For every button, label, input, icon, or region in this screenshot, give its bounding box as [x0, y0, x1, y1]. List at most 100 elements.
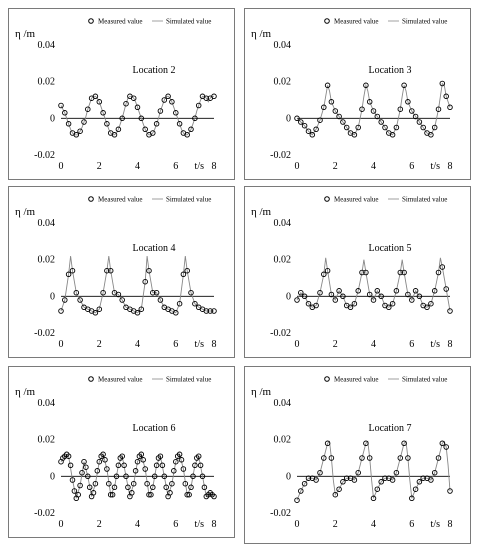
x-tick-label: 6: [173, 161, 178, 172]
chart-title: Location 4: [132, 243, 175, 254]
measured-data-point: [157, 297, 164, 303]
measured-data-point: [428, 132, 434, 138]
measured-data-point: [324, 267, 331, 274]
measured-data-point: [340, 479, 346, 485]
measured-data-point: [405, 291, 411, 298]
x-tick-label: 8: [212, 161, 217, 172]
measured-data-point: [343, 124, 350, 131]
y-tick-label: 0: [50, 471, 55, 482]
y-tick-label: 0: [50, 291, 55, 302]
measured-data-point: [129, 490, 135, 496]
x-axis-label: t/s: [431, 161, 441, 172]
measured-data-point: [355, 288, 361, 294]
chart-svg: Measured value Simulated value η /m Locatio…: [15, 18, 217, 172]
measured-data-point: [58, 102, 64, 109]
measured-data-point: [211, 308, 217, 314]
x-tick-label: 0: [295, 161, 300, 172]
measured-data-point: [142, 466, 148, 472]
measured-data-point: [343, 475, 350, 481]
measured-data-point: [123, 100, 129, 107]
x-tick-label: 0: [295, 339, 300, 350]
measured-data-point: [96, 306, 103, 312]
measured-data-point: [150, 484, 156, 491]
measured-data-point: [109, 491, 116, 498]
y-tick-label: 0: [286, 291, 291, 302]
x-tick-label: 4: [135, 161, 140, 172]
measured-data-point: [336, 113, 342, 120]
y-tick-label: 0.02: [274, 255, 292, 266]
measured-data-point: [104, 267, 110, 274]
measured-data-point: [125, 484, 131, 491]
measured-data-point: [144, 480, 150, 487]
legend: Measured value Simulated value: [88, 376, 211, 384]
measured-data-point: [294, 297, 300, 303]
measured-data-point: [115, 462, 122, 469]
chart-panel-location-2: Measured value Simulated value η /m Locatio…: [8, 8, 235, 180]
y-axis-label: η /m: [15, 386, 36, 398]
measured-data-point: [100, 110, 106, 116]
measured-data-point: [161, 97, 168, 103]
measured-data-point: [401, 269, 407, 276]
measured-data-point: [317, 469, 323, 476]
measured-data-point: [416, 479, 423, 485]
x-tick-label: 2: [333, 339, 338, 350]
measured-data-point: [92, 480, 99, 487]
measured-data-point: [340, 293, 346, 300]
measured-data-point: [195, 102, 202, 109]
y-tick-label: -0.02: [270, 328, 291, 339]
simulated-series-line: [296, 82, 451, 136]
y-tick-label: -0.02: [270, 508, 291, 519]
measured-data-point: [71, 488, 78, 494]
measured-data-point: [443, 93, 449, 100]
x-tick-label: 8: [448, 519, 453, 530]
measured-data-point: [336, 486, 342, 492]
measured-data-point: [397, 455, 404, 461]
measured-data-point: [79, 469, 85, 476]
measured-data-point: [62, 297, 68, 303]
measured-data-point: [374, 288, 381, 294]
measured-data-point: [336, 288, 342, 294]
measured-data-point: [106, 480, 112, 487]
legend-marker-icon: [324, 18, 330, 24]
measured-data-point: [370, 495, 377, 502]
measured-data-point: [332, 108, 339, 114]
measured-data-point: [169, 480, 175, 487]
measured-data-point: [184, 267, 190, 274]
measured-data-point: [142, 126, 148, 133]
measured-data-point: [69, 267, 76, 274]
measured-data-point: [382, 475, 388, 481]
measured-data-point: [195, 453, 202, 459]
measured-data-point: [401, 82, 407, 89]
measured-data-point: [58, 308, 64, 314]
chart-svg: Measured value Simulated value η /m Locatio…: [251, 18, 453, 172]
legend: Measured value Simulated value: [324, 196, 447, 204]
y-axis-label: η /m: [15, 28, 36, 40]
measured-data-point: [382, 124, 388, 131]
measured-data-point: [111, 484, 118, 491]
measured-data-point: [119, 115, 125, 122]
measured-data-point: [138, 306, 145, 312]
measured-data-point: [420, 124, 426, 131]
chart-svg: Measured value Simulated value η /m Locatio…: [251, 376, 453, 530]
measured-data-point: [435, 106, 442, 112]
measured-data-point: [96, 99, 103, 105]
legend-marker-icon: [88, 376, 94, 382]
measured-data-point: [92, 310, 99, 316]
measured-data-point: [176, 300, 183, 307]
x-tick-label: 0: [59, 161, 64, 172]
measured-data-point: [142, 278, 148, 285]
measured-data-point: [153, 289, 160, 296]
measured-data-point: [83, 464, 89, 470]
chart-panel-location-6: Measured value Simulated value η /m Locatio…: [8, 366, 235, 538]
measured-data-point: [332, 491, 339, 498]
x-tick-label: 4: [135, 339, 140, 350]
measured-data-point: [81, 458, 87, 465]
measured-data-point: [146, 267, 152, 274]
measured-data-point: [121, 462, 127, 469]
y-tick-label: 0: [286, 113, 291, 124]
measured-data-point: [324, 440, 331, 447]
measured-data-point: [374, 486, 381, 492]
measured-data-point: [94, 468, 101, 474]
measured-data-point: [431, 124, 438, 131]
measured-data-point: [184, 132, 190, 138]
